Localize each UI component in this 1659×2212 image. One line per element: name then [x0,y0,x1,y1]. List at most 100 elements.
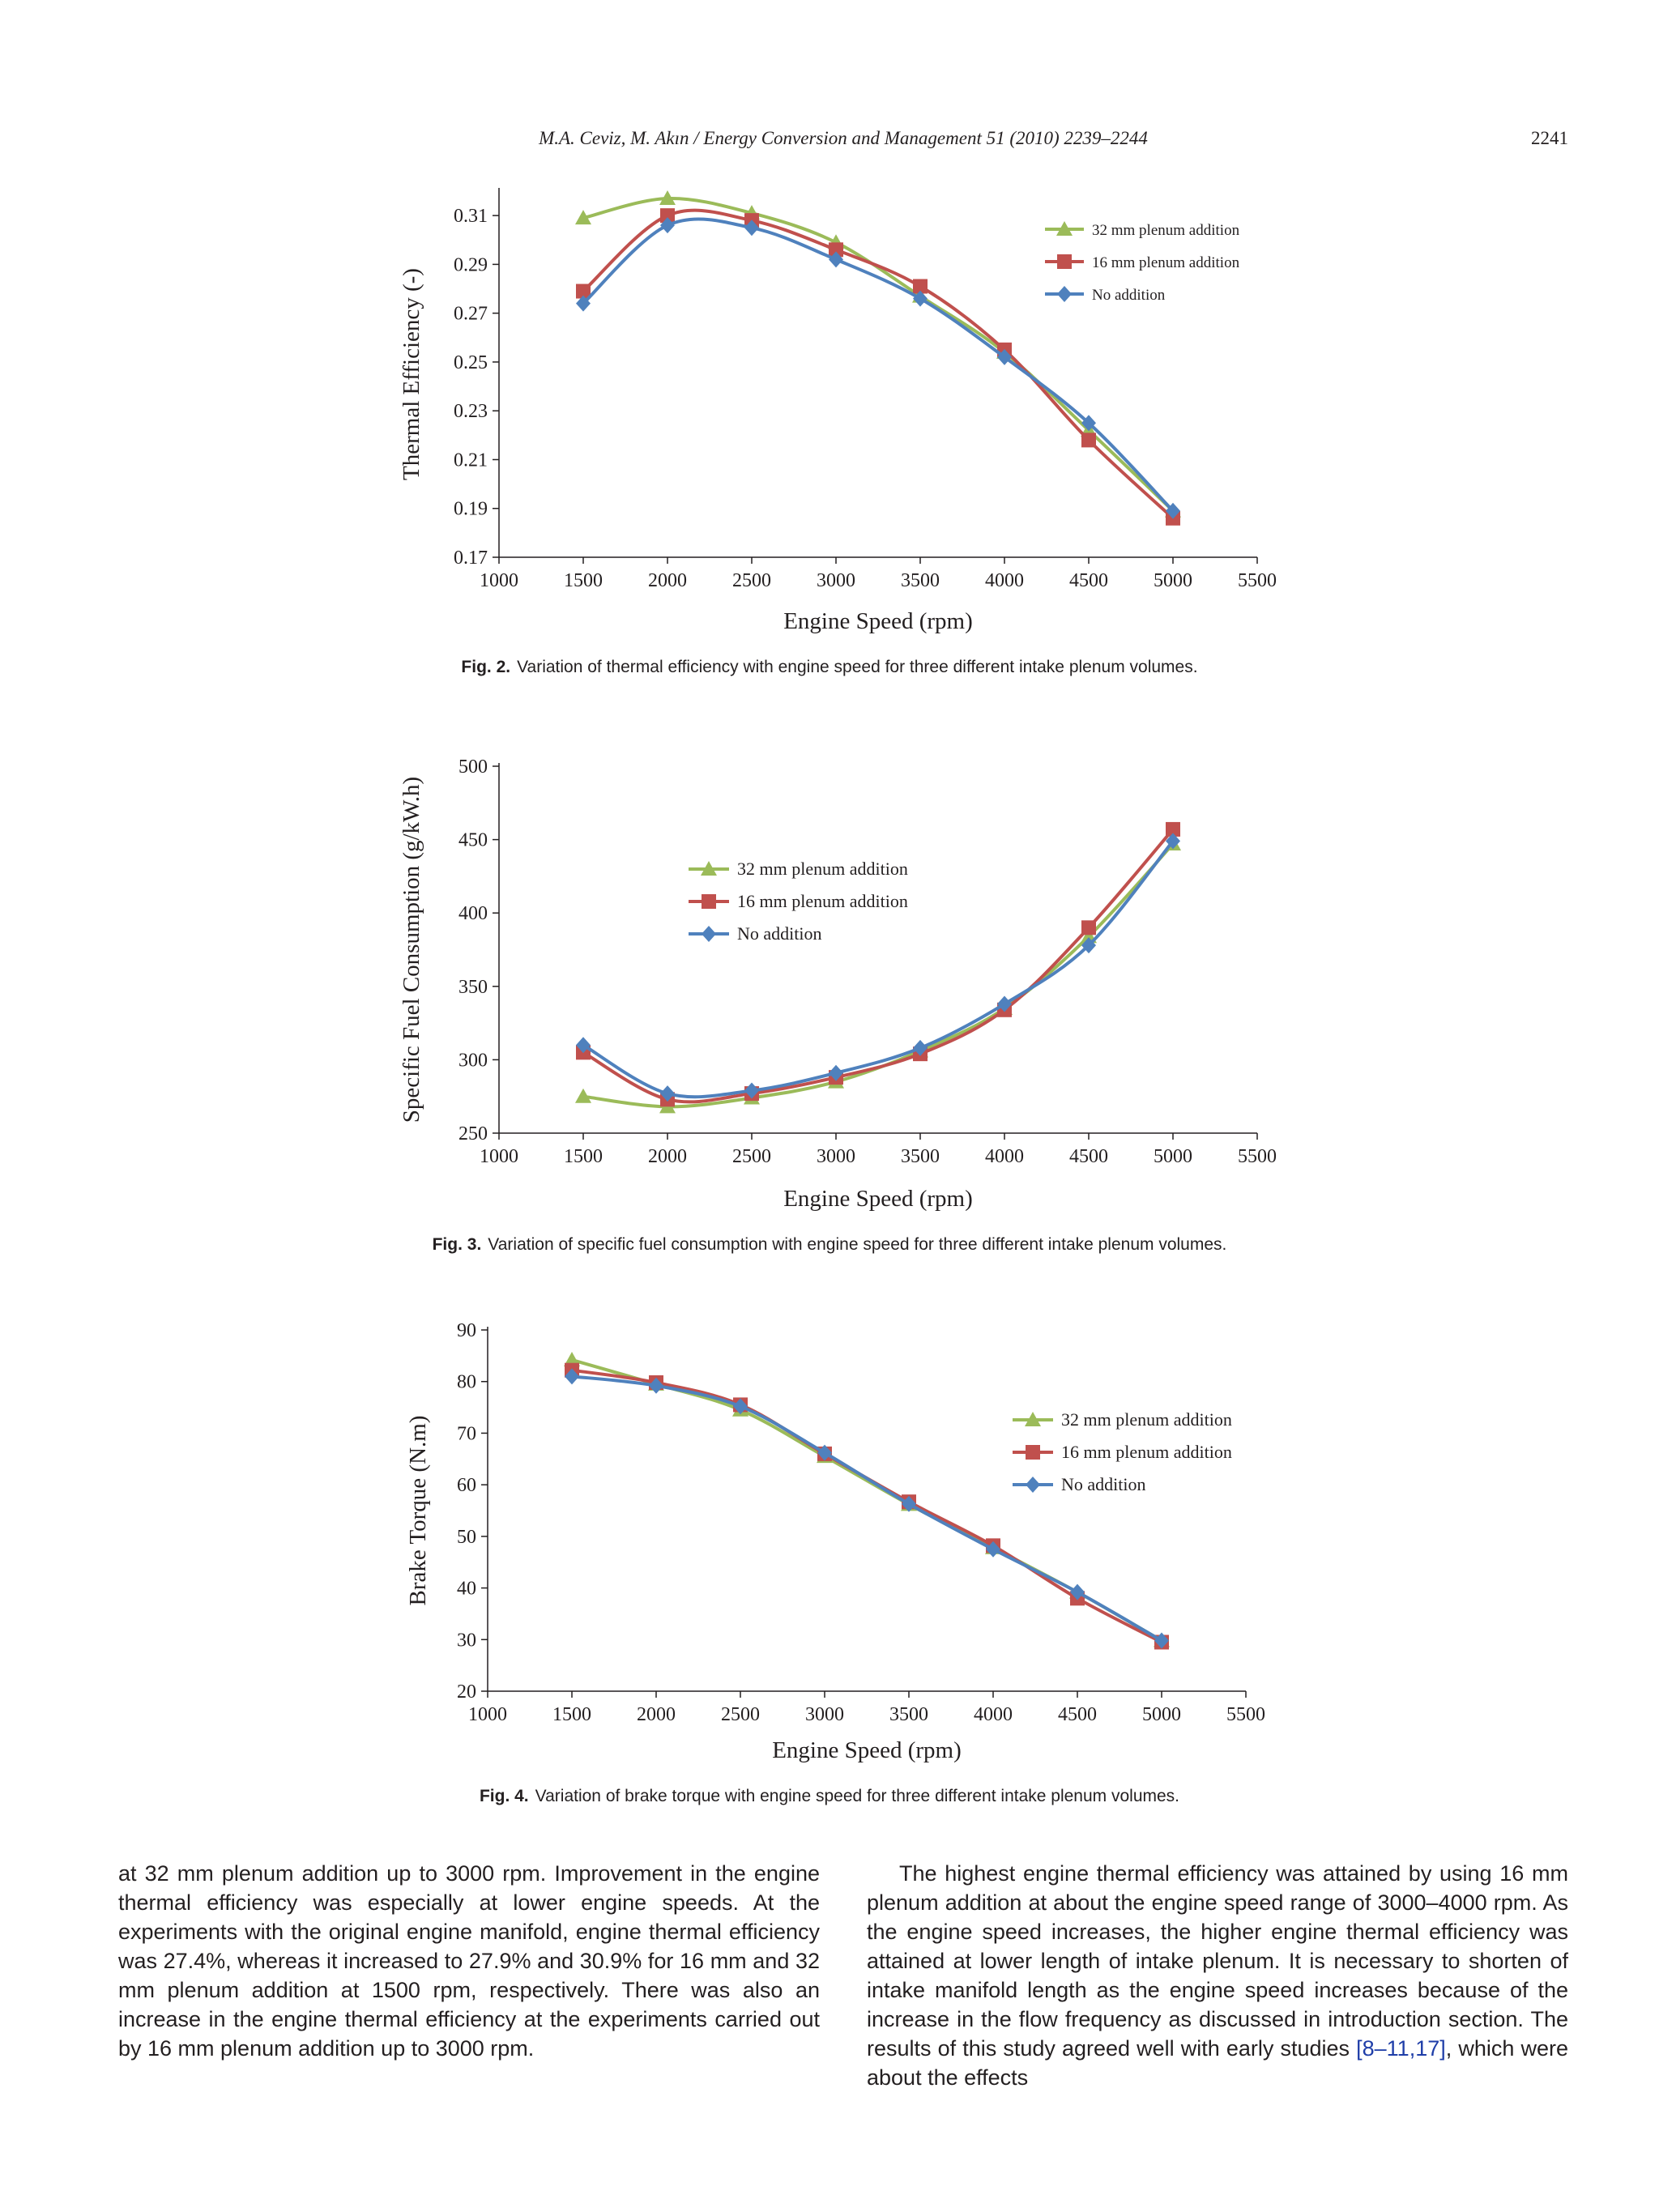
y-tick-label: 300 [458,1050,488,1071]
x-tick-label: 3000 [805,1704,844,1725]
x-tick-label: 1000 [480,1146,518,1167]
y-tick-label: 30 [457,1630,476,1651]
data-point [576,283,591,299]
y-tick-label: 90 [457,1320,476,1341]
series-3 [565,1368,1169,1649]
y-tick-label: 0.31 [454,206,488,227]
chart-legend: 32 mm plenum addition 16 mm plenum additi… [1045,221,1240,304]
series-line [571,1375,1162,1643]
x-tick-label: 5000 [1154,570,1192,591]
paragraph-right: The highest engine thermal efficiency wa… [867,1859,1568,2092]
data-point [744,219,759,237]
x-tick-label: 5500 [1238,570,1277,591]
x-tick-label: 3500 [901,570,940,591]
data-point [649,1377,663,1394]
x-tick-label: 5000 [1154,1146,1192,1167]
legend-marker [1057,254,1072,269]
data-point [564,1351,580,1366]
data-point [913,1039,928,1056]
page-number: 2241 [1531,128,1568,148]
y-tick-label: 450 [458,830,488,851]
figure-2-caption: Fig. 2. Variation of thermal efficiency w… [0,658,1659,677]
data-point [660,208,675,224]
x-tick-label: 1500 [552,1704,591,1725]
data-point [576,1037,591,1054]
x-tick-label: 4500 [1069,1146,1108,1167]
data-point [829,1064,843,1081]
data-point [997,348,1012,365]
data-point [660,217,675,234]
brake-torque-chart: 20 30 40 50 60 70 80 90 1000 1500 2000 2500 3000 3500… [405,1320,1265,1763]
y-tick-label: 0.25 [454,352,488,373]
x-tick-label: 4000 [985,570,1024,591]
legend-label: No addition [1061,1474,1146,1494]
data-point [1166,833,1180,850]
x-tick-label: 5500 [1226,1704,1265,1725]
legend-marker [1026,1477,1040,1493]
data-point [913,290,928,307]
x-tick-label: 4000 [974,1704,1013,1725]
data-point [1081,937,1096,954]
data-point [660,1085,675,1102]
y-tick-label: 0.29 [454,254,488,275]
figure-3-label: Fig. 3. [432,1235,482,1254]
series-3 [576,217,1180,519]
chart-legend: 32 mm plenum addition 16 mm plenum additi… [1013,1409,1232,1494]
data-point [1154,1632,1169,1649]
citation-link[interactable]: [8–11,17] [1356,2036,1446,2061]
legend-marker [1056,221,1073,236]
legend-label: 32 mm plenum addition [737,859,908,879]
data-point [733,1398,748,1415]
legend-label: No addition [737,923,822,944]
y-tick-label: 350 [458,977,488,998]
y-tick-label: 0.17 [454,548,488,569]
data-point [986,1541,1000,1558]
figure-2-label: Fig. 2. [461,658,511,676]
figure-4-label: Fig. 4. [479,1787,529,1805]
figure-4-text: Variation of brake torque with engine sp… [535,1787,1180,1805]
legend-marker [702,894,716,909]
data-point [565,1368,579,1385]
legend-label: 16 mm plenum addition [1061,1442,1232,1462]
x-axis-title: Engine Speed (rpm) [783,1186,973,1212]
y-tick-label: 500 [458,757,488,778]
y-tick-label: 50 [457,1527,476,1548]
legend-marker [1057,286,1072,302]
legend-label: 32 mm plenum addition [1092,222,1240,239]
x-tick-label: 1500 [564,570,603,591]
legend-label: 32 mm plenum addition [1061,1409,1232,1430]
legend-label: 16 mm plenum addition [1092,254,1240,271]
x-tick-label: 2000 [648,1146,687,1167]
legend-marker [1025,1412,1041,1426]
x-axis-title: Engine Speed (rpm) [783,608,973,634]
data-point [829,251,843,268]
series-3 [576,833,1180,1102]
y-tick-label: 0.23 [454,401,488,422]
x-tick-label: 1000 [468,1704,507,1725]
data-point [576,295,591,312]
y-axis-title: Brake Torque (N.m) [405,1415,431,1605]
data-point [575,210,591,225]
data-point [1081,920,1096,936]
legend-label: No addition [1092,287,1166,304]
running-title: M.A. Ceviz, M. Akın / Energy Conversion … [539,128,1148,148]
x-tick-label: 3500 [889,1704,928,1725]
chart-legend: 32 mm plenum addition 16 mm plenum additi… [689,859,908,944]
figure-2-text: Variation of thermal efficiency with eng… [517,658,1198,676]
figure-4-caption: Fig. 4. Variation of brake torque with en… [0,1787,1659,1806]
legend-marker [701,861,717,876]
data-point [1166,821,1180,837]
x-tick-label: 2500 [721,1704,760,1725]
data-point [1081,433,1096,448]
y-tick-label: 40 [457,1579,476,1600]
x-tick-label: 2500 [732,1146,771,1167]
body-column-right: The highest engine thermal efficiency wa… [867,1859,1568,2092]
paragraph-right-text: The highest engine thermal efficiency wa… [867,1861,1568,2061]
data-point [575,1088,591,1103]
data-point [817,1444,832,1461]
y-axis-title: Specific Fuel Consumption (g/kW.h) [399,777,424,1123]
x-tick-label: 2000 [637,1704,676,1725]
figure-3-caption: Fig. 3. Variation of specific fuel consum… [0,1235,1659,1255]
x-tick-label: 4000 [985,1146,1024,1167]
y-tick-label: 60 [457,1475,476,1496]
